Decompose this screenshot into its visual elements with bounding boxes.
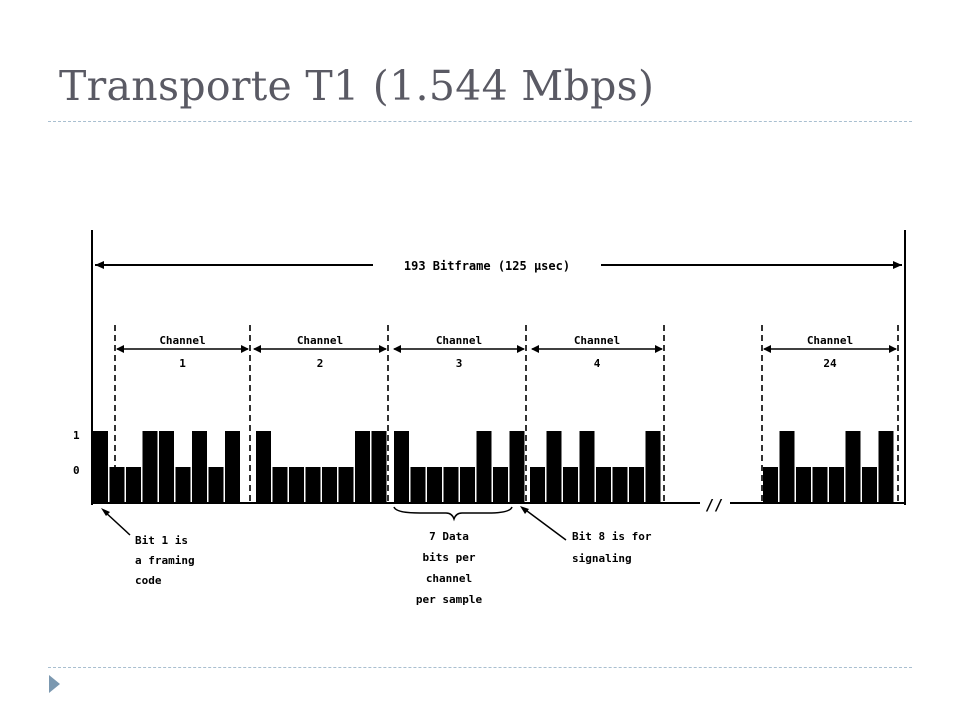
- bit-bar: [645, 431, 661, 503]
- bit-bar: [410, 467, 426, 503]
- footer-divider: [48, 667, 912, 668]
- bit-bar: [109, 467, 125, 503]
- bit-bar: [629, 467, 644, 503]
- bit-bar: [878, 431, 894, 503]
- bit-bar: [862, 467, 877, 503]
- slide-title: Transporte T1 (1.544 Mbps): [59, 62, 655, 110]
- channel-number-label: 4: [594, 357, 601, 370]
- signaling-bit-note-line-2: signaling: [572, 552, 632, 565]
- bit-bar: [427, 467, 442, 503]
- bit-bar: [192, 431, 207, 503]
- bit-bar: [142, 431, 158, 503]
- bit-bar: [493, 467, 508, 503]
- channel-number-label: 3: [456, 357, 463, 370]
- bit-bar: [225, 431, 240, 503]
- channel-number-label: 2: [317, 357, 324, 370]
- channel-word-label: Channel: [159, 334, 205, 347]
- bit-bar: [322, 467, 337, 503]
- data-bits-note-line-1: 7 Data: [429, 530, 469, 543]
- bit-bar: [845, 431, 861, 503]
- bit-bar: [272, 467, 288, 503]
- bit-bar: [779, 431, 795, 503]
- channel-span-arrowhead: [655, 345, 663, 353]
- bit-bar: [394, 431, 409, 503]
- bit-bar: [579, 431, 595, 503]
- channel-group: Channel 1 Channel 2 Channel 3 Channel 4 Channel 2…: [93, 325, 899, 503]
- framing-bit-pointer: [101, 508, 131, 536]
- bit-bar: [530, 467, 545, 503]
- bit-bar: [159, 431, 174, 503]
- channel-span-arrowhead: [763, 345, 771, 353]
- bit-bar: [612, 467, 628, 503]
- bit-bar: [443, 467, 459, 503]
- framing-bit-note-line-1: Bit 1 is: [135, 534, 188, 547]
- channel-span-arrowhead: [379, 345, 387, 353]
- data-bits-note-line-4: per sample: [416, 593, 483, 606]
- signaling-bit-note-line-1: Bit 8 is for: [572, 530, 652, 543]
- data-bits-note-line-3: channel: [426, 572, 472, 585]
- bit-bar: [596, 467, 611, 503]
- channel-word-label: Channel: [807, 334, 853, 347]
- data-bits-brace: [393, 506, 513, 522]
- channel-span-arrowhead: [393, 345, 401, 353]
- level-one-label: 1: [73, 429, 80, 442]
- level-zero-label: 0: [73, 464, 80, 477]
- bit-bar: [371, 431, 387, 503]
- bit-bar: [763, 467, 778, 503]
- channel-number-label: 1: [179, 357, 186, 370]
- channel-word-label: Channel: [297, 334, 343, 347]
- bit-bar: [338, 467, 354, 503]
- bit-bar: [546, 431, 562, 503]
- triangle-right-icon[interactable]: [49, 675, 60, 693]
- bit-bar: [509, 431, 525, 503]
- channel-span-arrowhead: [116, 345, 124, 353]
- bit-bar: [476, 431, 492, 503]
- signaling-bit-pointer: [520, 506, 567, 541]
- bit-bar: [796, 467, 811, 503]
- bit-bar: [460, 467, 475, 503]
- channel-number-label: 24: [823, 357, 837, 370]
- bit-bar: [563, 467, 578, 503]
- channel-span-arrowhead: [517, 345, 525, 353]
- channel-span-arrowhead: [889, 345, 897, 353]
- framing-bit-note-line-2: a framing: [135, 554, 195, 567]
- channel-word-label: Channel: [574, 334, 620, 347]
- bit-bar: [175, 467, 191, 503]
- frame-length-label: 193 Bitframe (125 µsec): [404, 259, 570, 273]
- channel-span-arrowhead: [241, 345, 249, 353]
- bit-bar: [829, 467, 844, 503]
- channel-span-arrowhead: [253, 345, 261, 353]
- bit-bar: [93, 431, 108, 503]
- framing-bit-note-line-3: code: [135, 574, 162, 587]
- gap-marker: //: [705, 496, 723, 514]
- bit-bar: [289, 467, 304, 503]
- bit-bar: [812, 467, 828, 503]
- bit-bar: [256, 431, 271, 503]
- bit-bar: [208, 467, 224, 503]
- bit-bar: [355, 431, 370, 503]
- data-bits-note-line-2: bits per: [423, 551, 476, 564]
- frame-span-arrow: [95, 261, 902, 269]
- bit-bar: [305, 467, 321, 503]
- channel-word-label: Channel: [436, 334, 482, 347]
- channel-span-arrowhead: [531, 345, 539, 353]
- title-divider: [48, 121, 912, 122]
- bit-bar: [126, 467, 141, 503]
